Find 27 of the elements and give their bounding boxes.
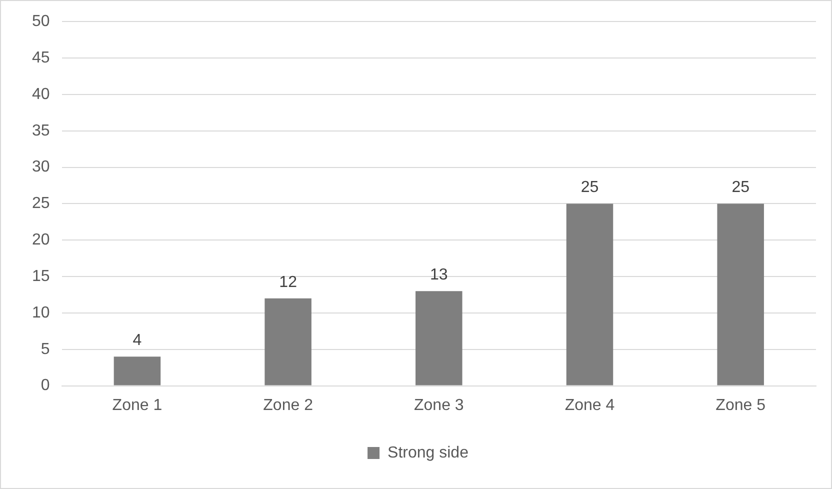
data-label: 13 (430, 266, 448, 284)
y-tick-label: 35 (32, 122, 50, 140)
bar (416, 291, 462, 386)
x-tick-label: Zone 4 (564, 396, 615, 414)
data-label: 12 (279, 274, 298, 291)
y-tick-label: 30 (32, 158, 50, 176)
x-tick-label: Zone 3 (414, 396, 464, 414)
y-tick-label: 0 (40, 377, 50, 394)
bar (114, 356, 161, 386)
bar (566, 204, 614, 386)
x-tick-label: Zone 1 (112, 396, 162, 414)
x-tick-label: Zone 5 (716, 396, 766, 414)
y-tick-label: 25 (32, 195, 50, 212)
legend-label: Strong side (388, 444, 469, 462)
y-tick-label: 45 (32, 49, 50, 66)
data-label: 25 (732, 179, 750, 196)
y-tick-label: 40 (32, 86, 50, 103)
data-label: 25 (580, 179, 599, 196)
bar (717, 204, 764, 386)
y-tick-label: 15 (32, 268, 50, 285)
x-tick-label: Zone 2 (263, 396, 314, 414)
bar (264, 298, 312, 386)
data-label: 4 (132, 332, 142, 350)
y-tick-label: 10 (32, 304, 50, 322)
y-tick-label: 5 (40, 340, 50, 358)
y-tick-label: 50 (32, 13, 50, 30)
y-tick-label: 20 (32, 232, 50, 249)
